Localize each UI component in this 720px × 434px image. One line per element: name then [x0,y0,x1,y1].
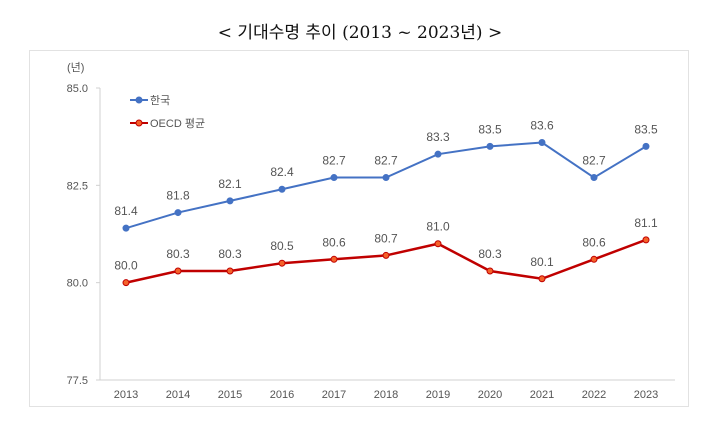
data-point [226,267,234,275]
data-label: 80.0 [114,259,138,273]
x-tick-label: 2016 [270,389,294,401]
data-point [538,275,546,283]
y-tick-label: 77.5 [67,375,88,387]
data-point [174,267,182,275]
data-label: 82.7 [374,154,398,168]
data-point [122,224,130,232]
series-line [125,238,647,284]
data-point [382,251,390,259]
x-tick-label: 2014 [166,389,190,401]
data-point [486,142,494,150]
x-tick-label: 2018 [374,389,398,401]
data-label: 81.1 [634,216,658,230]
x-tick-label: 2022 [582,389,606,401]
x-tick-label: 2021 [530,389,554,401]
data-point [590,174,598,182]
data-label: 82.7 [322,154,346,168]
x-tick-label: 2023 [634,389,658,401]
y-tick-label: 80.0 [67,278,88,290]
chart-frame [29,50,689,407]
x-tick-label: 2015 [218,389,242,401]
data-label: 83.6 [530,119,554,133]
data-point [642,236,650,244]
series-korea: 81.4 81.8 82.1 82.4 82.7 82.7 83.3 83.5 83.6 82.7… [114,119,658,232]
data-label: 80.1 [530,255,554,269]
data-label: 80.3 [478,247,502,261]
data-label: 80.6 [322,235,346,249]
data-point [174,209,182,217]
chart-title: < 기대수명 추이 (2013 ~ 2023년) > [217,23,503,43]
data-label: 80.3 [218,247,242,261]
data-point [278,259,286,267]
data-point [226,197,234,205]
data-point [590,255,598,263]
legend-item: 한국 [130,94,170,107]
data-label: 81.8 [166,189,190,203]
legend-label: OECD 평균 [150,117,205,130]
x-tick-label: 2019 [426,389,450,401]
data-point [330,174,338,182]
data-label: 80.7 [374,231,398,245]
y-tick-label: 82.5 [67,180,88,192]
x-tick-label: 2020 [478,389,502,401]
legend: 한국 OECD 평균 [130,94,205,130]
data-label: 80.3 [166,247,190,261]
data-label: 83.5 [478,122,502,136]
legend-item: OECD 평균 [130,117,205,130]
legend-marker [135,96,143,104]
data-label: 82.4 [270,165,294,179]
data-point [538,139,546,147]
data-point [642,142,650,150]
data-point [122,279,130,287]
legend-marker [135,119,143,127]
x-tick-label: 2013 [114,389,138,401]
y-axis-unit: (년) [67,61,84,74]
legend-label: 한국 [150,94,170,107]
y-tick-label: 85.0 [67,83,88,95]
data-label: 82.7 [582,154,606,168]
series-group: 81.4 81.8 82.1 82.4 82.7 82.7 83.3 83.5 83.6 82.7… [114,119,658,287]
data-label: 81.4 [114,204,138,218]
data-point [434,240,442,248]
data-label: 82.1 [218,177,242,191]
data-point [486,267,494,275]
data-point [278,185,286,193]
axes: 77.5 80.0 82.5 85.0 2013 2014 2015 2016 2017 2018… [67,83,675,401]
series-oecd-average: 80.0 80.3 80.3 80.5 80.6 80.7 81.0 80.3 80.1 80.6… [114,216,658,287]
data-point [434,150,442,158]
data-label: 83.5 [634,122,658,136]
data-label: 80.6 [582,235,606,249]
data-point [330,255,338,263]
data-label: 81.0 [426,220,450,234]
x-tick-label: 2017 [322,389,346,401]
data-label: 80.5 [270,239,294,253]
data-label: 83.3 [426,130,450,144]
data-point [382,174,390,182]
